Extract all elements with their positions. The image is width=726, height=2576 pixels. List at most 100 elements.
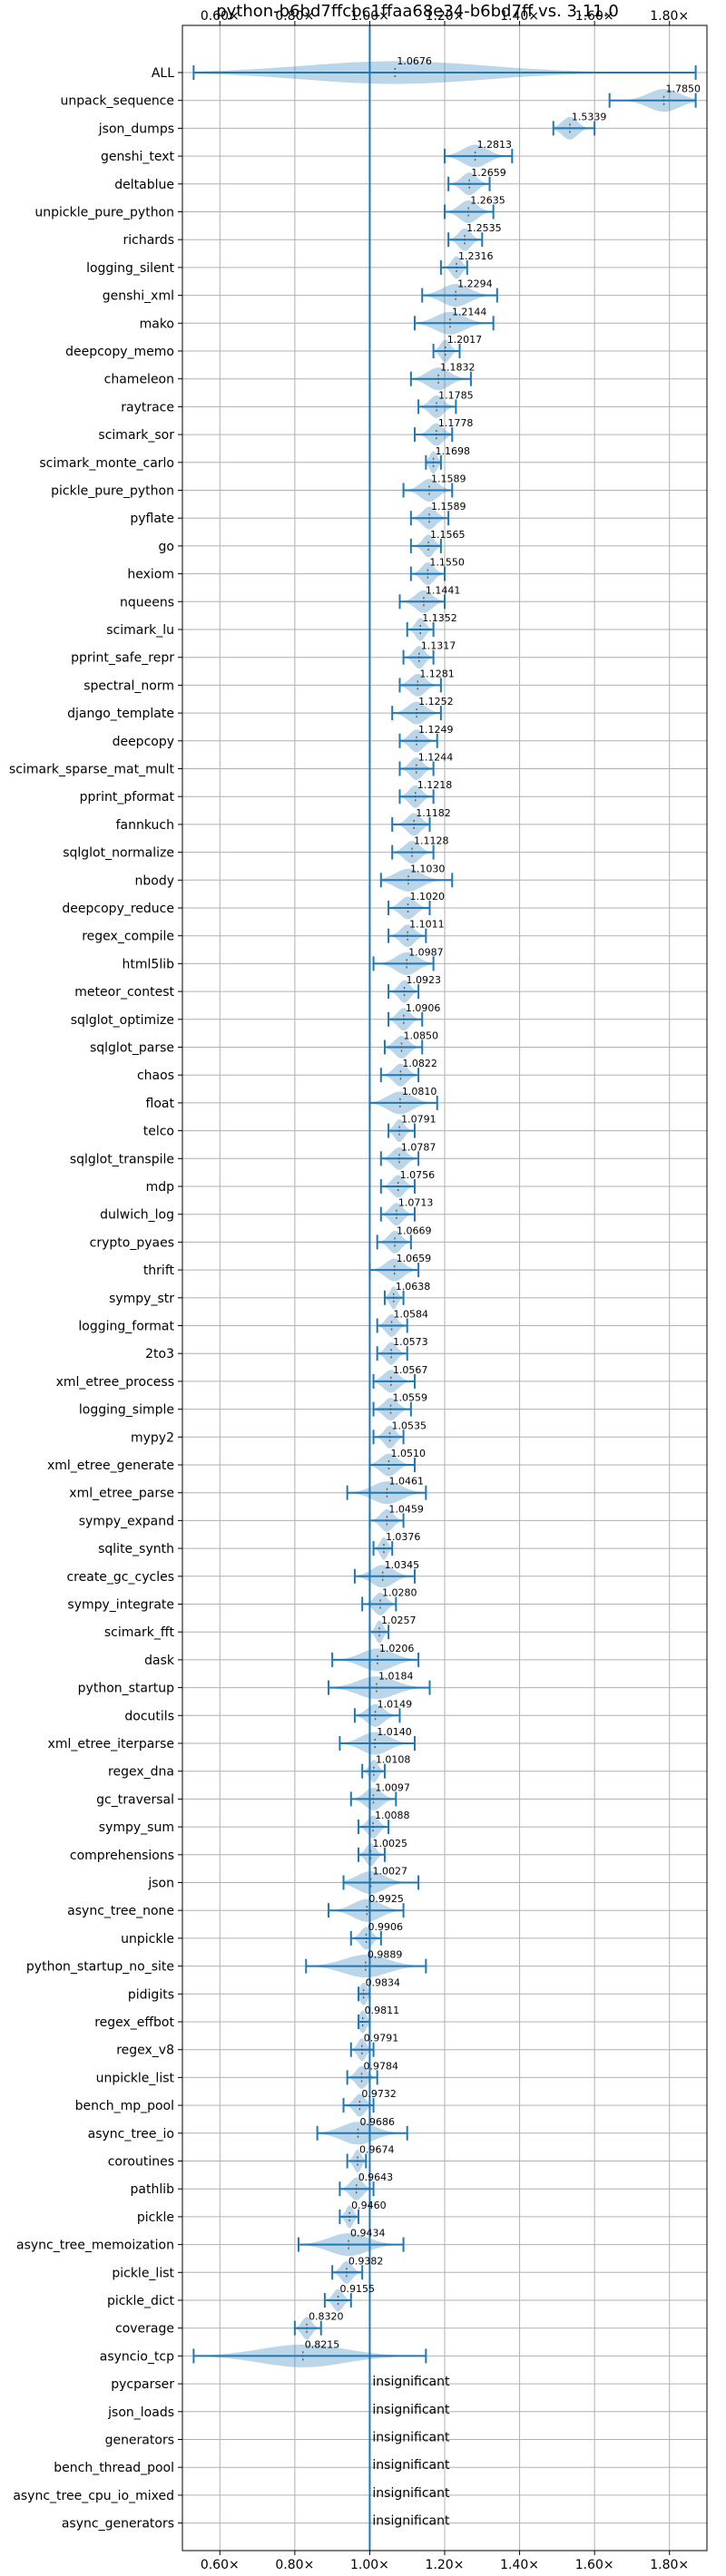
x-tick-label-top: 1.00× <box>350 9 389 24</box>
category-label: sqlite_synth <box>98 1542 174 1556</box>
category-label: telco <box>143 1125 174 1139</box>
value-label: 1.0906 <box>406 1002 441 1014</box>
value-label: 1.1550 <box>429 557 465 569</box>
category-label: xml_etree_process <box>56 1375 174 1390</box>
category-label: chameleon <box>104 373 174 387</box>
category-label: sympy_expand <box>79 1514 174 1528</box>
category-label: pathlib <box>131 2182 175 2197</box>
value-label: 1.0638 <box>396 1281 431 1293</box>
value-label: 1.0140 <box>377 1726 412 1738</box>
value-label: 1.0787 <box>401 1141 437 1153</box>
category-label: async_tree_cpu_io_mixed <box>13 2489 174 2503</box>
value-label: 1.0756 <box>400 1169 436 1181</box>
x-tick-label-top: 0.80× <box>275 9 314 24</box>
category-label: sympy_str <box>109 1292 174 1306</box>
value-label: 1.1589 <box>431 473 466 485</box>
category-label: logging_silent <box>86 261 174 276</box>
value-label: 1.5339 <box>572 111 607 122</box>
category-label: xml_etree_generate <box>47 1459 174 1473</box>
category-label: async_tree_io <box>88 2127 174 2142</box>
x-tick-label-top: 1.80× <box>650 9 689 24</box>
x-tick-label-bottom: 1.00× <box>350 2558 389 2572</box>
category-label: raytrace <box>121 400 174 415</box>
value-label: 1.0376 <box>386 1531 421 1543</box>
category-label: chaos <box>137 1068 174 1083</box>
value-label: 0.9889 <box>368 1949 403 1961</box>
x-tick-label-bottom: 0.60× <box>201 2558 240 2572</box>
value-label: 1.2535 <box>466 222 502 234</box>
value-label: 1.0280 <box>382 1587 417 1599</box>
value-label: 0.9784 <box>364 2060 399 2072</box>
value-label: 1.0461 <box>388 1476 424 1488</box>
value-label: 1.1020 <box>410 891 446 903</box>
category-label: fannkuch <box>116 818 174 833</box>
value-label: 1.1249 <box>418 724 454 736</box>
value-label: 1.0676 <box>397 55 432 67</box>
category-label: logging_simple <box>79 1403 174 1418</box>
category-label: scimark_monte_carlo <box>39 456 174 471</box>
value-label: 0.9643 <box>358 2171 394 2183</box>
category-label: mypy2 <box>131 1430 174 1445</box>
value-label: 0.8320 <box>309 2311 344 2323</box>
category-label: deepcopy_reduce <box>62 902 174 916</box>
category-label: bench_mp_pool <box>75 2099 174 2113</box>
category-label: gc_traversal <box>96 1792 174 1807</box>
value-label: 1.1128 <box>414 835 449 847</box>
value-label: 1.1832 <box>440 362 475 374</box>
value-label: 0.9925 <box>368 1893 404 1905</box>
value-label: 0.9460 <box>351 2200 387 2211</box>
category-label: nqueens <box>120 595 174 610</box>
value-label: 1.1589 <box>431 501 466 512</box>
category-label: sqlglot_optimize <box>71 1013 174 1028</box>
category-label: regex_compile <box>82 930 174 944</box>
value-label: 1.0850 <box>404 1030 439 1042</box>
category-label: unpack_sequence <box>61 94 174 109</box>
category-label: logging_format <box>78 1320 174 1334</box>
value-label: 1.0669 <box>397 1225 432 1236</box>
category-label: sympy_sum <box>99 1820 174 1835</box>
value-label: 1.0257 <box>381 1615 417 1626</box>
value-label: 1.0987 <box>408 946 444 958</box>
category-label: float <box>146 1097 175 1111</box>
category-label: json_dumps <box>98 122 174 136</box>
value-label: 1.0659 <box>397 1253 432 1264</box>
category-label: sympy_integrate <box>67 1598 174 1613</box>
value-label: 1.1252 <box>418 696 454 707</box>
category-label: bench_thread_pool <box>54 2461 174 2475</box>
value-label: 1.0584 <box>394 1309 429 1321</box>
category-label: comprehensions <box>70 1849 174 1863</box>
x-tick-label-bottom: 1.40× <box>500 2558 539 2572</box>
value-label: 1.2294 <box>457 278 493 290</box>
value-label: 1.0822 <box>402 1058 437 1069</box>
label-layer: ALL unpack_sequence json_dumps genshi_textd… <box>9 55 701 2532</box>
value-label: 0.8215 <box>305 2338 340 2350</box>
insignificant-label: insignificant <box>372 2431 450 2445</box>
category-label: crypto_pyaes <box>90 1235 174 1250</box>
value-label: 0.9906 <box>368 1921 404 1933</box>
value-label: 1.2017 <box>447 334 483 346</box>
category-label: unpickle_list <box>96 2071 175 2085</box>
category-label: mdp <box>146 1180 175 1195</box>
category-label: dask <box>144 1654 175 1668</box>
value-label: 1.1182 <box>416 807 451 819</box>
value-label: 1.0345 <box>385 1559 420 1571</box>
category-label: mako <box>140 317 174 331</box>
x-tick-label-top: 1.40× <box>500 9 539 24</box>
category-label: sqlglot_transpile <box>70 1152 174 1166</box>
value-label: 1.0027 <box>373 1866 408 1878</box>
value-label: 1.2316 <box>458 250 493 262</box>
x-tick-label-bottom: 1.80× <box>650 2558 689 2572</box>
category-label: create_gc_cycles <box>66 1570 174 1585</box>
value-label: 0.9382 <box>348 2255 384 2267</box>
value-label: 1.0459 <box>388 1503 424 1515</box>
category-label: asyncio_tcp <box>100 2349 174 2364</box>
value-label: 1.1698 <box>436 445 471 457</box>
category-label: richards <box>123 233 175 248</box>
category-label: dulwich_log <box>100 1208 174 1223</box>
value-label: 1.1030 <box>410 863 446 874</box>
category-label: async_generators <box>62 2517 174 2532</box>
category-label: django_template <box>67 707 174 721</box>
category-label: pprint_pformat <box>80 790 175 805</box>
value-label: 0.9791 <box>364 2033 399 2044</box>
